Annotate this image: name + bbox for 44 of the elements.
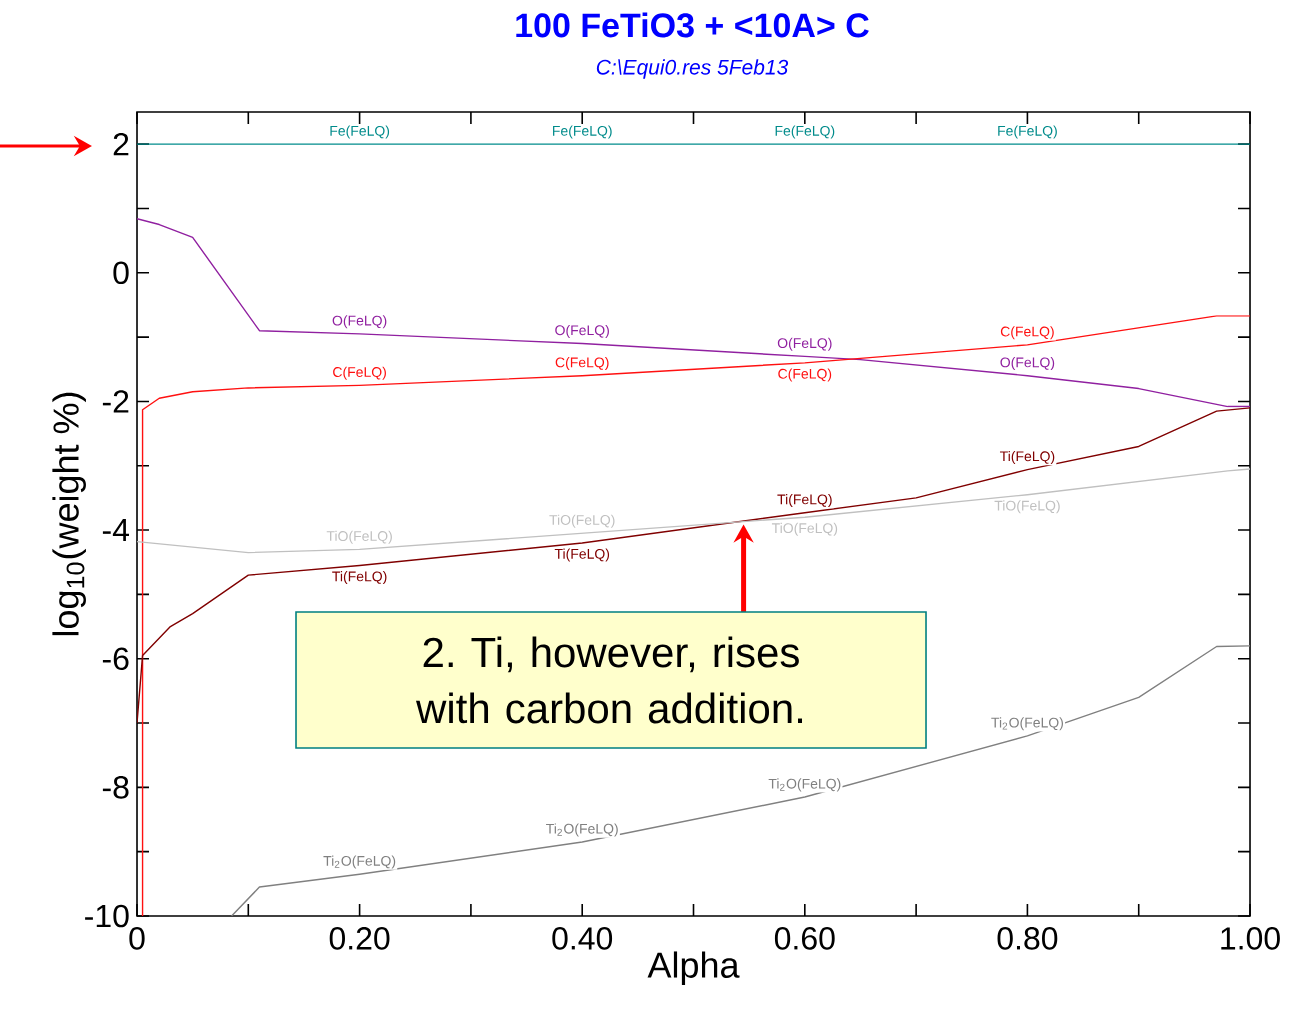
series-label: TiO(FeLQ): [994, 500, 1060, 514]
series-label: Fe(FeLQ): [330, 125, 390, 139]
text: Ti$_{2}$O(FeLQ): [768, 778, 841, 792]
text: O(FeLQ): [777, 337, 832, 351]
series-label: Ti(FeLQ): [999, 450, 1055, 464]
text: O(FeLQ): [332, 315, 387, 329]
chart-title: 100 FeTiO3 + <10A> C: [516, 12, 869, 38]
x-tick-label: 0: [129, 927, 145, 950]
text: Ti(FeLQ): [554, 548, 610, 562]
text: Fe(FeLQ): [998, 125, 1057, 139]
y-tick-label: -10: [85, 904, 129, 928]
text: O(FeLQ): [555, 324, 609, 338]
y-tick-label: -8: [102, 776, 129, 799]
text: TiO(FeLQ): [549, 514, 615, 528]
y-tick-label: 2: [113, 132, 129, 156]
y-axis-title: log$_{10}$(weight %): [52, 392, 86, 636]
text: C(FeLQ): [333, 366, 386, 380]
x-axis-title: Alpha: [647, 951, 740, 985]
text: Fe(FeLQ): [553, 125, 612, 139]
series-label: Ti$_{2}$O(FeLQ): [991, 717, 1064, 731]
line-series: [137, 218, 1251, 408]
x-tick-label: 0.80: [997, 927, 1058, 950]
text: TiO(FeLQ): [326, 530, 392, 544]
y-tick-label: 0: [113, 261, 129, 285]
x-tick-label: 1.00: [1221, 927, 1280, 950]
x-tick-label: 0.40: [552, 927, 613, 950]
x-tick-label: 0.60: [774, 927, 835, 950]
chart-subtitle: C:\Equi0.res 5Feb13: [596, 59, 789, 79]
series-label: O(FeLQ): [1000, 357, 1055, 371]
y-tick-label: -2: [102, 390, 129, 413]
line-series: [141, 315, 1251, 916]
text: TiO(FeLQ): [771, 522, 838, 536]
x-tick-label: 0.20: [329, 927, 390, 950]
y-tick-label: -6: [102, 647, 129, 671]
text: C(FeLQ): [555, 357, 609, 371]
annotation: 2. Ti, however, rises with carbon addition.: [415, 636, 803, 724]
y-tick-label: -4: [102, 519, 129, 542]
text: Fe(FeLQ): [775, 125, 835, 139]
text: Ti(FeLQ): [777, 494, 832, 508]
text: Ti$_{2}$O(FeLQ): [323, 855, 396, 869]
series-label: C(FeLQ): [1000, 326, 1054, 340]
text: Ti(FeLQ): [332, 571, 387, 585]
text: Ti$_{2}$O(FeLQ): [546, 823, 618, 837]
text: C(FeLQ): [778, 368, 832, 382]
